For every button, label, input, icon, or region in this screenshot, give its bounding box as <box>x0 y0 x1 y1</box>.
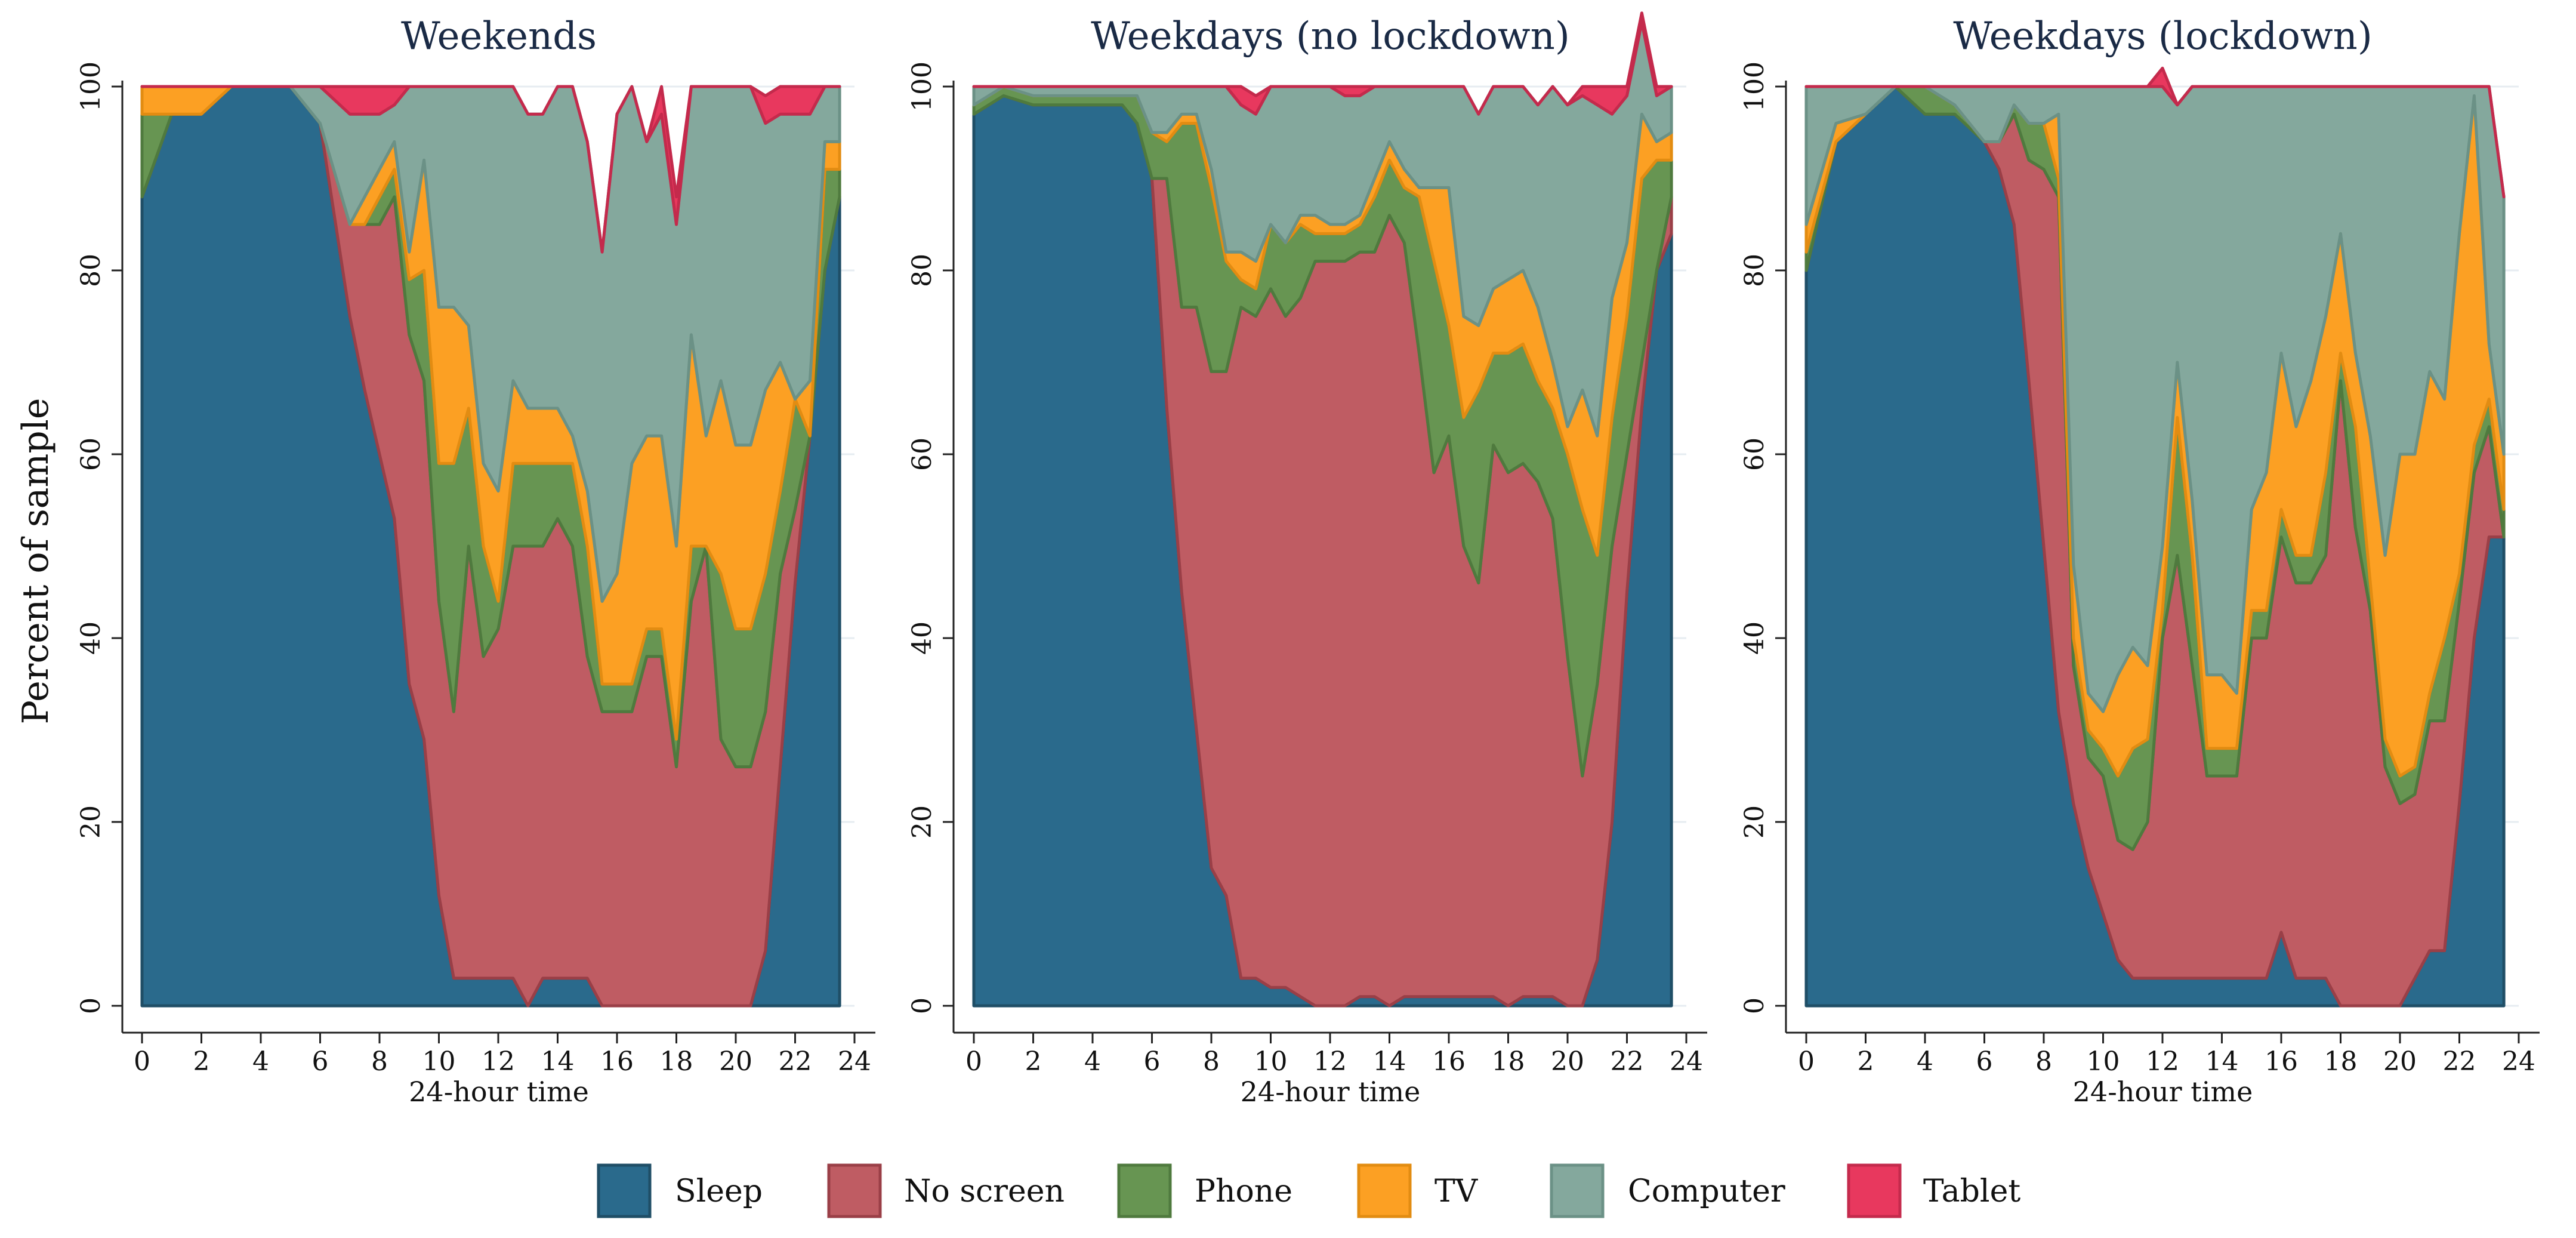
legend-item-tv-swatch <box>1357 1163 1412 1218</box>
y-axis-title: Percent of sample <box>15 398 57 725</box>
panel-2-x-axis-title: 24-hour time <box>1241 1076 1421 1108</box>
legend-item-computer-label: Computer <box>1628 1174 1785 1209</box>
panel-2-x-tick-label-2: 2 <box>1025 1046 1042 1077</box>
panel-3-x-tick-label-2: 2 <box>1858 1046 1874 1077</box>
legend-item-tv-label: TV <box>1434 1174 1479 1209</box>
legend-item-sleep: Sleep <box>597 1163 763 1218</box>
panel-1-x-tick-label-22: 22 <box>779 1046 812 1077</box>
panel-3-y-tick-label-40: 40 <box>1739 621 1770 655</box>
panel-1-title: Weekends <box>401 14 597 58</box>
panel-3-x-tick-label-18: 18 <box>2324 1046 2358 1077</box>
legend: Sleep No screen Phone TV Computer Tablet <box>597 1163 2020 1218</box>
panel-1-y-tick-label-80: 80 <box>76 254 106 287</box>
panel-2-x-tick-label-24: 24 <box>1670 1046 1703 1077</box>
panel-2-x-tick-label-10: 10 <box>1254 1046 1288 1077</box>
legend-item-no-screen: No screen <box>827 1163 1065 1218</box>
legend-item-phone: Phone <box>1117 1163 1292 1218</box>
panel-3-area-tablet <box>1804 66 2506 199</box>
panel-3-x-tick-label-14: 14 <box>2205 1046 2239 1077</box>
panel-1-y-tick-label-40: 40 <box>76 621 106 655</box>
panel-1-y-tick-label-100: 100 <box>76 61 106 112</box>
legend-item-tv: TV <box>1357 1163 1479 1218</box>
panel-2-y-tick-label-20: 20 <box>907 805 937 839</box>
panel-2-y-tick-label-40: 40 <box>907 621 937 655</box>
panel-1-y-tick-label-0: 0 <box>76 997 106 1014</box>
panel-1-x-tick-label-24: 24 <box>838 1046 871 1077</box>
panel-1-x-tick-label-8: 8 <box>371 1046 388 1077</box>
panel-3-x-tick-label-4: 4 <box>1917 1046 1933 1077</box>
panel-2-x-tick-label-22: 22 <box>1611 1046 1644 1077</box>
panel-3-title: Weekdays (lockdown) <box>1953 14 2373 58</box>
panel-2-y-tick-label-80: 80 <box>907 254 937 287</box>
panel-1-x-tick-label-12: 12 <box>482 1046 515 1077</box>
panel-1-x-tick-label-4: 4 <box>252 1046 269 1077</box>
panel-3-x-tick-label-16: 16 <box>2265 1046 2298 1077</box>
panel-3-y-tick-label-80: 80 <box>1739 254 1770 287</box>
panel-2-x-tick-label-16: 16 <box>1432 1046 1466 1077</box>
panel-3-y-tick-label-60: 60 <box>1739 438 1770 471</box>
panel-2-y-tick-label-100: 100 <box>907 61 937 112</box>
panel-3-x-tick-label-6: 6 <box>1976 1046 1993 1077</box>
panel-2-x-tick-label-14: 14 <box>1373 1046 1406 1077</box>
panel-1-x-tick-label-14: 14 <box>541 1046 575 1077</box>
panel-3-x-tick-label-24: 24 <box>2502 1046 2535 1077</box>
panel-2-x-tick-label-8: 8 <box>1203 1046 1220 1077</box>
panel-1-x-tick-label-18: 18 <box>660 1046 693 1077</box>
panel-1-y-tick-label-60: 60 <box>76 438 106 471</box>
panel-2-x-tick-label-18: 18 <box>1492 1046 1525 1077</box>
panel-1-x-tick-label-0: 0 <box>134 1046 150 1077</box>
panel-3-x-tick-label-20: 20 <box>2383 1046 2417 1077</box>
panel-3-y-tick-label-100: 100 <box>1739 61 1770 112</box>
panel-3-x-tick-label-12: 12 <box>2146 1046 2179 1077</box>
panel-3-x-tick-label-10: 10 <box>2087 1046 2120 1077</box>
legend-item-computer-swatch <box>1550 1163 1605 1218</box>
panel-2-area-tablet <box>972 11 1673 116</box>
legend-item-no-screen-label: No screen <box>904 1174 1065 1209</box>
panel-2-title: Weekdays (no lockdown) <box>1091 14 1570 58</box>
panel-1-x-tick-label-10: 10 <box>422 1046 456 1077</box>
panel-1-x-tick-label-16: 16 <box>600 1046 634 1077</box>
legend-item-computer: Computer <box>1550 1163 1785 1218</box>
panel-2-x-tick-label-0: 0 <box>965 1046 982 1077</box>
panel-3-x-axis-title: 24-hour time <box>2073 1076 2253 1108</box>
legend-item-no-screen-swatch <box>827 1163 882 1218</box>
legend-item-tablet: Tablet <box>1847 1163 2020 1218</box>
legend-item-tablet-swatch <box>1847 1163 1902 1218</box>
legend-item-sleep-label: Sleep <box>675 1174 763 1209</box>
legend-item-tablet-label: Tablet <box>1923 1174 2020 1209</box>
panel-1-x-tick-label-6: 6 <box>312 1046 329 1077</box>
panel-3-x-tick-label-22: 22 <box>2443 1046 2476 1077</box>
panel-2-y-tick-label-0: 0 <box>907 997 937 1014</box>
panel-1-x-tick-label-2: 2 <box>193 1046 210 1077</box>
panel-3-y-tick-label-0: 0 <box>1739 997 1770 1014</box>
legend-item-phone-label: Phone <box>1195 1174 1292 1209</box>
panel-2-x-tick-label-6: 6 <box>1144 1046 1161 1077</box>
panel-2-y-tick-label-60: 60 <box>907 438 937 471</box>
panel-3-x-tick-label-8: 8 <box>2035 1046 2052 1077</box>
panel-1-area-tablet <box>140 85 841 254</box>
panel-3-x-tick-label-0: 0 <box>1798 1046 1815 1077</box>
legend-item-phone-swatch <box>1117 1163 1172 1218</box>
panel-3-y-tick-label-20: 20 <box>1739 805 1770 839</box>
panel-1-x-axis-title: 24-hour time <box>409 1076 589 1108</box>
panel-2-x-tick-label-4: 4 <box>1084 1046 1101 1077</box>
panel-2-x-tick-label-12: 12 <box>1313 1046 1347 1077</box>
panel-2-x-tick-label-20: 20 <box>1551 1046 1584 1077</box>
legend-item-sleep-swatch <box>597 1163 652 1218</box>
panel-1-y-tick-label-20: 20 <box>76 805 106 839</box>
panel-1-x-tick-label-20: 20 <box>719 1046 752 1077</box>
